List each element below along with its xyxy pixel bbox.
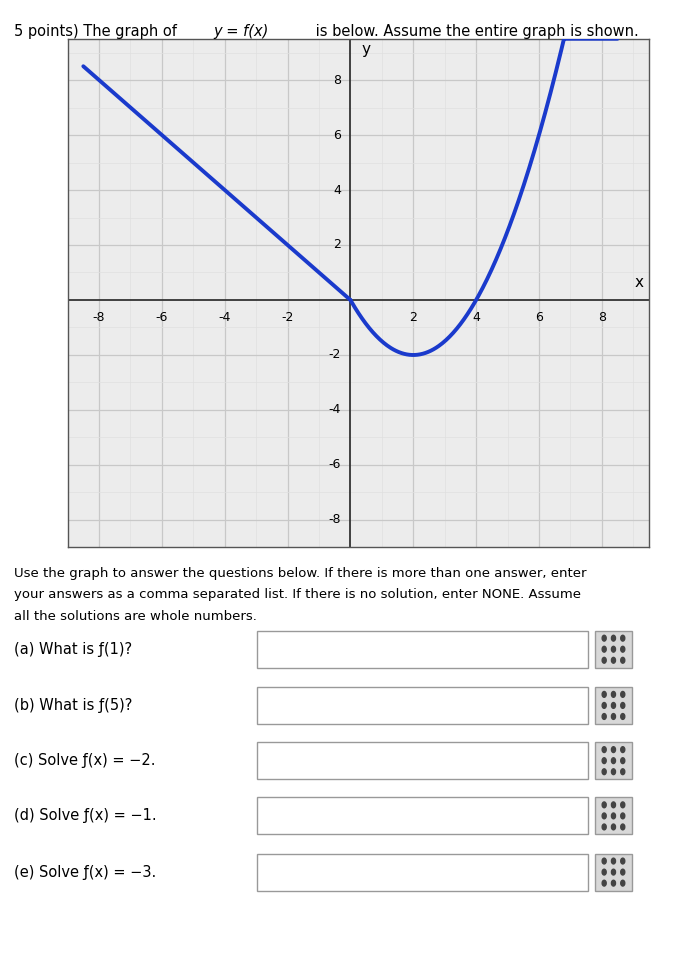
Text: 6: 6	[333, 129, 341, 141]
Text: y: y	[362, 43, 370, 57]
Text: 2: 2	[410, 311, 417, 324]
Text: -6: -6	[155, 311, 168, 324]
Text: Use the graph to answer the questions below. If there is more than one answer, e: Use the graph to answer the questions be…	[14, 567, 586, 579]
Text: is below. Assume the entire graph is shown.: is below. Assume the entire graph is sho…	[311, 24, 639, 39]
Text: -4: -4	[218, 311, 231, 324]
Text: (c) Solve ƒ(x) = −2.: (c) Solve ƒ(x) = −2.	[14, 753, 155, 768]
Text: -2: -2	[281, 311, 294, 324]
Text: -8: -8	[93, 311, 105, 324]
Text: 6: 6	[535, 311, 543, 324]
Text: y = f(x): y = f(x)	[213, 24, 268, 39]
Text: (b) What is ƒ(5)?: (b) What is ƒ(5)?	[14, 698, 132, 713]
Text: 2: 2	[333, 238, 341, 252]
Text: all the solutions are whole numbers.: all the solutions are whole numbers.	[14, 610, 256, 622]
Text: 5 points) The graph of: 5 points) The graph of	[14, 24, 181, 39]
Text: (a) What is ƒ(1)?: (a) What is ƒ(1)?	[14, 641, 132, 657]
Text: your answers as a comma separated list. If there is no solution, enter NONE. Ass: your answers as a comma separated list. …	[14, 588, 581, 601]
Text: 8: 8	[598, 311, 606, 324]
Text: (d) Solve ƒ(x) = −1.: (d) Solve ƒ(x) = −1.	[14, 808, 156, 824]
Text: x: x	[635, 275, 644, 291]
Text: 8: 8	[333, 74, 341, 86]
Text: (e) Solve ƒ(x) = −3.: (e) Solve ƒ(x) = −3.	[14, 864, 155, 880]
Text: 4: 4	[472, 311, 480, 324]
Text: -4: -4	[329, 403, 341, 417]
Text: 4: 4	[333, 183, 341, 197]
Text: -8: -8	[329, 514, 341, 526]
Text: -6: -6	[329, 458, 341, 472]
Text: -2: -2	[329, 349, 341, 361]
